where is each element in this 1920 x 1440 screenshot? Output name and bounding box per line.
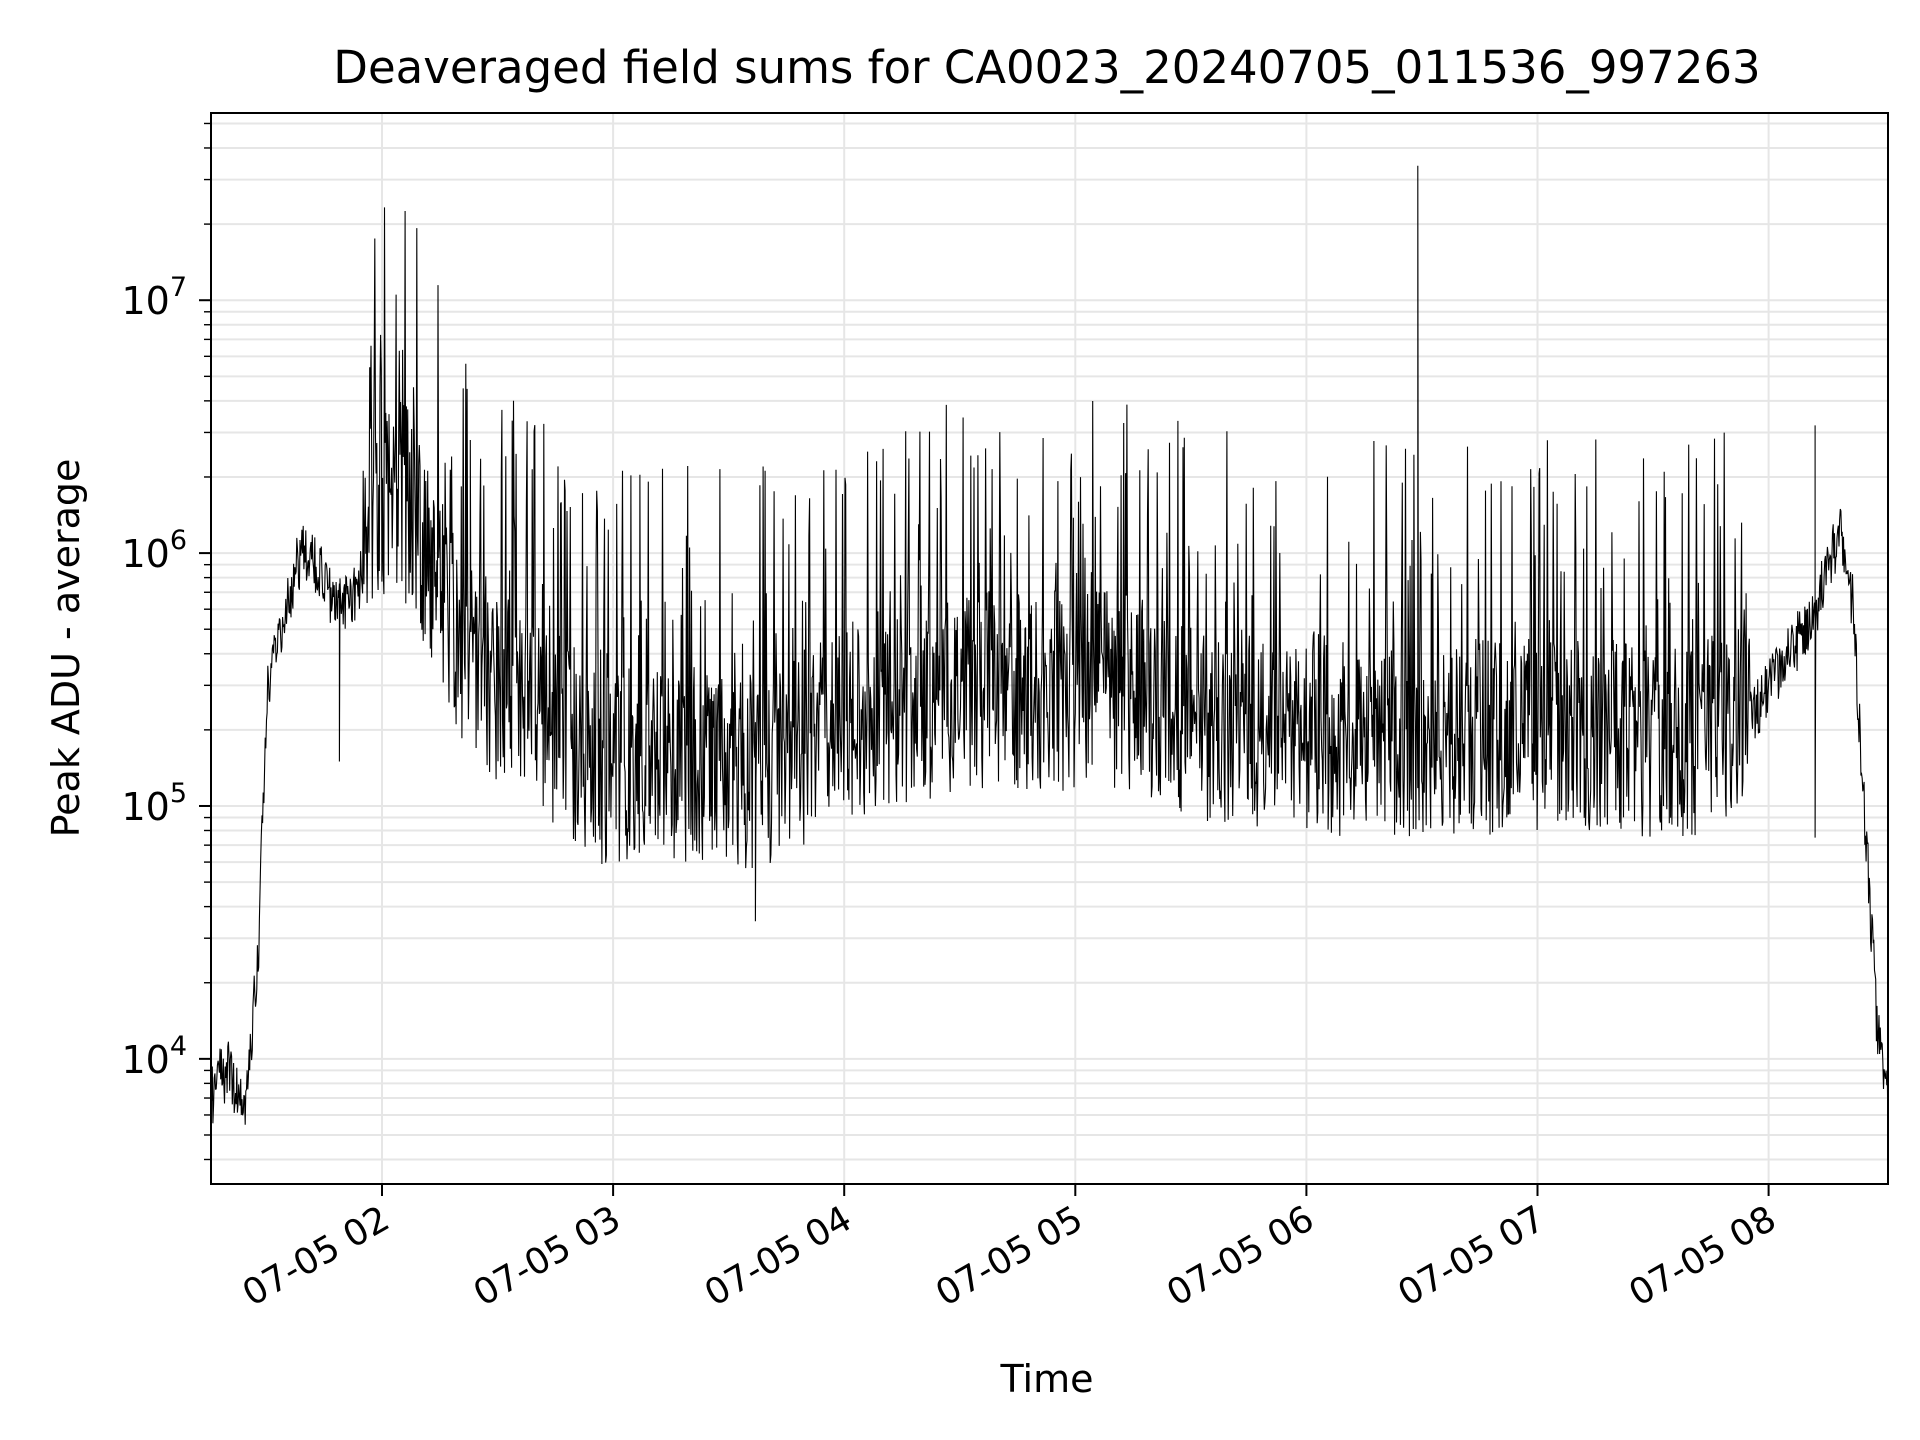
y-axis-label: Peak ADU - average [44, 459, 88, 838]
y-tick-label: 104 [121, 1031, 187, 1082]
y-tick-label: 106 [121, 525, 187, 576]
y-tick-label: 107 [121, 272, 187, 323]
plot-area [210, 165, 1889, 1144]
series-line [210, 165, 1889, 1144]
y-tick-label: 105 [121, 778, 187, 829]
chart-title: Deaveraged field sums for CA0023_2024070… [333, 41, 1760, 94]
grid [211, 113, 1888, 1184]
plot-frame [210, 112, 1889, 1185]
x-axis-label: Time [1000, 1357, 1094, 1401]
